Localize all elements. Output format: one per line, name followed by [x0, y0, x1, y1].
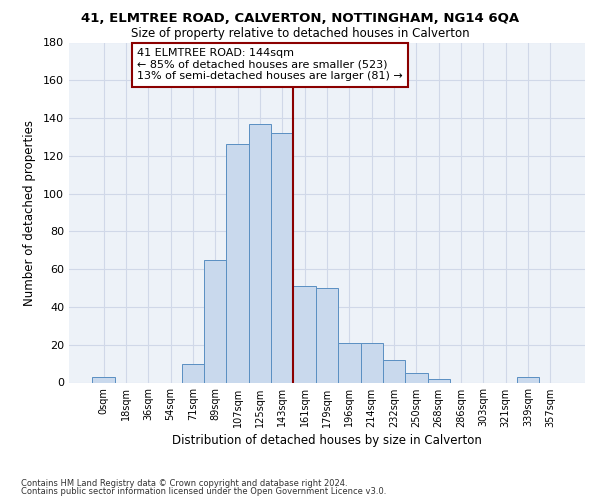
Bar	[361, 343, 383, 382]
Text: Contains public sector information licensed under the Open Government Licence v3: Contains public sector information licen…	[21, 487, 386, 496]
Bar	[92, 377, 115, 382]
Text: Contains HM Land Registry data © Crown copyright and database right 2024.: Contains HM Land Registry data © Crown c…	[21, 478, 347, 488]
Bar	[271, 133, 293, 382]
Bar	[383, 360, 405, 382]
Bar	[182, 364, 204, 382]
Bar	[517, 377, 539, 382]
Bar	[226, 144, 249, 382]
Bar	[204, 260, 226, 382]
Bar	[316, 288, 338, 382]
Bar	[338, 343, 361, 382]
Bar	[428, 378, 450, 382]
Text: Size of property relative to detached houses in Calverton: Size of property relative to detached ho…	[131, 28, 469, 40]
Text: 41, ELMTREE ROAD, CALVERTON, NOTTINGHAM, NG14 6QA: 41, ELMTREE ROAD, CALVERTON, NOTTINGHAM,…	[81, 12, 519, 26]
X-axis label: Distribution of detached houses by size in Calverton: Distribution of detached houses by size …	[172, 434, 482, 446]
Bar	[293, 286, 316, 382]
Y-axis label: Number of detached properties: Number of detached properties	[23, 120, 36, 306]
Bar	[405, 373, 428, 382]
Bar	[249, 124, 271, 382]
Text: 41 ELMTREE ROAD: 144sqm
← 85% of detached houses are smaller (523)
13% of semi-d: 41 ELMTREE ROAD: 144sqm ← 85% of detache…	[137, 48, 403, 82]
